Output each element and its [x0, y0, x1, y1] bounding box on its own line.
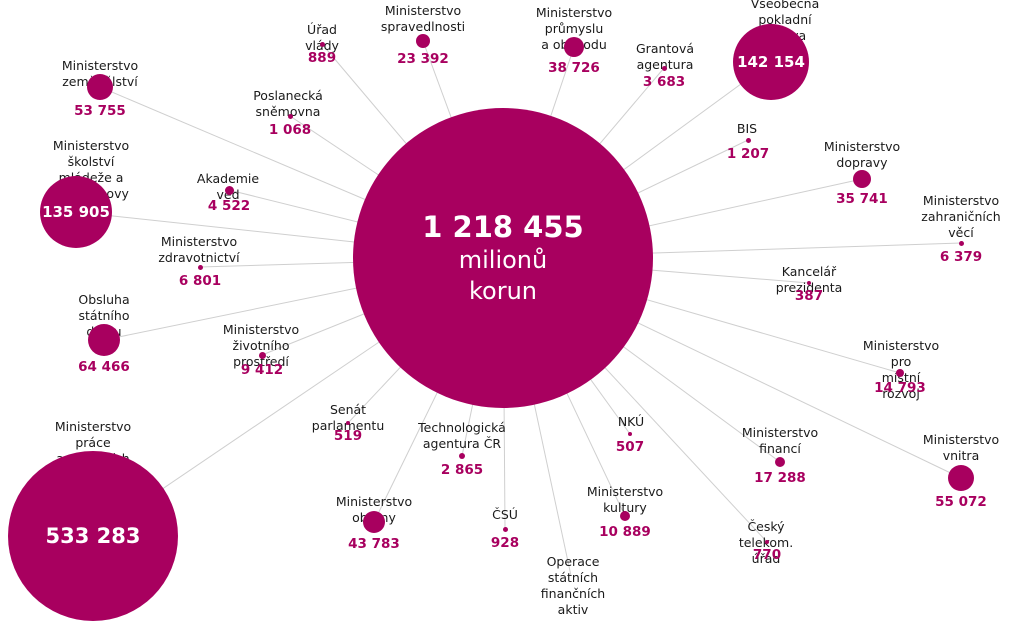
- budget-value: 142 154: [737, 53, 805, 71]
- budget-value: 928: [490, 534, 520, 551]
- budget-bubble: [628, 432, 632, 436]
- budget-bubble: [416, 34, 430, 48]
- ministry-label: NKÚ: [617, 414, 645, 429]
- budget-value: 519: [333, 428, 363, 444]
- budget-value: 53 755: [74, 103, 126, 119]
- ministry-label: Ministerstvo spravedlnosti: [380, 3, 466, 34]
- budget-bubble: [197, 264, 203, 270]
- budget-bubble: [363, 511, 385, 533]
- ministry-label: Akademie věd: [196, 171, 260, 202]
- ministry-label: Kancelář prezidenta: [775, 264, 843, 295]
- budget-value: 23 392: [397, 51, 449, 67]
- budget-value: 2 865: [440, 462, 484, 478]
- budget-value: 387: [794, 288, 824, 304]
- budget-value: 10 889: [599, 524, 651, 540]
- budget-bubble: [459, 453, 465, 459]
- ministry-label: ČSÚ: [492, 507, 518, 522]
- ministry-label: Ministerstvo financí: [741, 425, 819, 456]
- budget-value: 889: [307, 49, 337, 66]
- budget-bubble: 142 154: [733, 24, 809, 100]
- budget-value: 38 726: [548, 60, 600, 76]
- budget-bubble: [287, 113, 293, 119]
- budget-value: 135 905: [42, 203, 110, 221]
- budget-value: 35 741: [836, 191, 888, 207]
- ministry-label: Ministerstvo dopravy: [823, 139, 901, 170]
- budget-bubble: [896, 369, 904, 377]
- budget-value: 1 207: [726, 145, 770, 162]
- budget-bubble: 135 905: [40, 176, 112, 248]
- center-total-bubble: [353, 108, 653, 408]
- budget-value: 3 683: [642, 73, 686, 90]
- budget-value: 4 522: [207, 197, 251, 214]
- budget-bubble: [224, 185, 234, 195]
- center-total-value: 1 218 455: [422, 210, 584, 244]
- budget-bubble: [502, 526, 508, 532]
- budget-value: 9 412: [240, 361, 284, 378]
- ministry-label: Senát parlamentu: [311, 402, 385, 433]
- budget-bubble: [958, 240, 964, 246]
- budget-bubble: [853, 170, 871, 188]
- budget-bubble: [765, 540, 769, 544]
- budget-value: 17 288: [754, 470, 806, 486]
- center-unit-line1: milionů: [458, 246, 548, 274]
- budget-value: 6 379: [939, 248, 983, 265]
- ministry-label: Ministerstvo pro místní rozvoj: [862, 338, 940, 401]
- budget-value: 14 793: [874, 380, 926, 396]
- ministry-label: Operace státních finančních aktiv: [540, 554, 606, 617]
- ministry-label: Ministerstvo zahraničních věcí: [921, 193, 1001, 240]
- budget-bubble: [775, 457, 785, 467]
- budget-value: 64 466: [78, 359, 130, 375]
- budget-bubble: [88, 324, 120, 356]
- budget-value: 770: [752, 547, 782, 563]
- budget-value: 55 072: [935, 494, 987, 510]
- budget-value: 1 068: [268, 121, 312, 138]
- budget-bubble: [346, 421, 350, 425]
- budget-bubble: [87, 74, 113, 100]
- budget-value: 507: [615, 439, 645, 455]
- ministry-label: Ministerstvo životního prostředí: [222, 322, 300, 369]
- budget-value: 6 801: [178, 272, 222, 289]
- budget-value: 43 783: [348, 536, 400, 552]
- budget-bubble: 533 283: [8, 451, 178, 621]
- ministry-label: Grantová agentura: [635, 41, 695, 72]
- ministry-label: Ministerstvo zdravotnictví: [158, 234, 240, 265]
- budget-bubble: [564, 37, 584, 57]
- budget-bubble: [745, 137, 751, 143]
- ministry-label: Ministerstvo kultury: [586, 484, 664, 515]
- ministry-label: Poslanecká sněmovna: [253, 88, 323, 119]
- budget-bubble: [807, 281, 811, 285]
- budget-bubble: [661, 65, 667, 71]
- center-unit-line2: korun: [468, 277, 538, 305]
- ministry-label: BIS: [736, 121, 758, 136]
- budget-bubble: [319, 41, 325, 47]
- ministry-label: Ministerstvo vnitra: [922, 432, 1000, 463]
- center-total: 1 218 455 milionů korun: [422, 209, 583, 307]
- ministry-label: Technologická agentura ČR: [418, 420, 506, 451]
- budget-bubble: [620, 511, 630, 521]
- budget-value: 533 283: [45, 524, 141, 548]
- budget-bubble: [258, 351, 266, 359]
- budget-bubble: [948, 465, 974, 491]
